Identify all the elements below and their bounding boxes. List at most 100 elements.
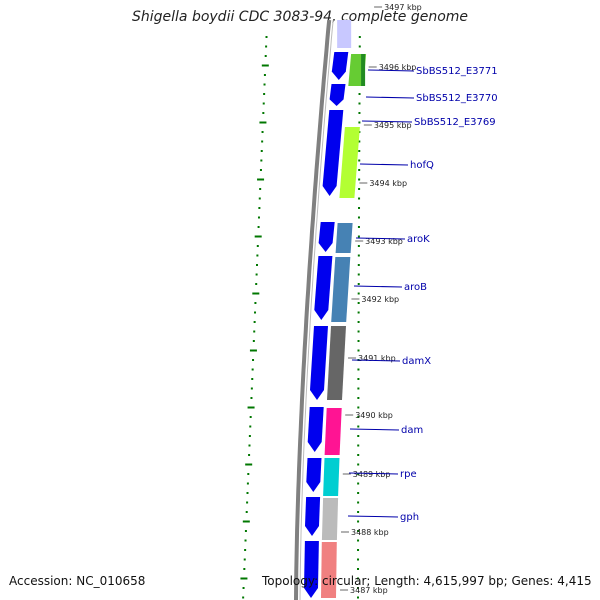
gc-skew-dots-inner [357, 226, 360, 228]
topology-text: Topology: circular; Length: 4,615,997 bp… [262, 574, 592, 588]
gc-skew-dots-outer [252, 340, 255, 342]
gc-skew-dots-inner [358, 36, 361, 38]
gc-skew-dots-outer [240, 577, 248, 580]
gene-label-leader [359, 163, 409, 166]
gc-skew-dots-inner [357, 321, 360, 323]
gc-skew-dots-outer [242, 587, 245, 589]
backbone-inner-arc [299, 19, 334, 600]
gene-label-gph[interactable]: gph [400, 512, 419, 523]
gc-skew-dots-inner [357, 511, 360, 513]
gc-skew-dots-outer [263, 93, 266, 95]
gene-block[interactable] [323, 458, 340, 496]
gc-skew-dots-inner [358, 159, 361, 162]
gc-skew-dots-outer [242, 520, 250, 523]
gc-skew-dots-outer [244, 549, 247, 551]
gc-skew-dots-outer [245, 511, 248, 513]
gc-skew-dots-outer [250, 397, 253, 399]
gc-skew-dots-inner [357, 454, 360, 456]
gc-skew-dots-outer [252, 292, 260, 295]
gc-skew-dots-inner [358, 45, 361, 48]
gc-skew-dots-inner [357, 406, 360, 409]
forward-gene-arrow[interactable] [305, 497, 321, 536]
tick-label: 3489 kbp [353, 470, 391, 479]
gc-skew-dots-inner [357, 397, 360, 399]
gc-skew-dots-outer [250, 387, 253, 390]
gc-skew-dots-inner [357, 587, 360, 589]
tick-label: 3497 kbp [384, 3, 422, 12]
gene-block[interactable] [331, 257, 351, 322]
gene-block[interactable] [321, 498, 339, 540]
gc-skew-dots-inner [358, 178, 361, 181]
gc-skew-dots-outer [246, 482, 249, 485]
gene-label-hofQ[interactable]: hofQ [410, 160, 434, 171]
forward-gene-arrow[interactable] [306, 458, 322, 492]
tick-label: 3495 kbp [374, 121, 412, 130]
gene-label-SbBS512_E3770[interactable]: SbBS512_E3770 [416, 93, 498, 104]
gc-skew-dots-outer [257, 226, 260, 228]
gc-skew-dots-outer [257, 178, 265, 181]
gc-skew-dots-inner [357, 216, 360, 219]
gc-skew-dots-outer [253, 321, 256, 323]
gene-label-aroB[interactable]: aroB [404, 282, 427, 293]
gc-skew-dots-inner [357, 568, 360, 570]
gc-skew-dots-inner [357, 292, 360, 295]
gc-skew-dots-inner [357, 473, 360, 475]
gc-skew-dots-outer [243, 568, 246, 570]
forward-gene-arrow[interactable] [310, 326, 328, 400]
forward-gene-arrow[interactable] [314, 256, 333, 320]
gc-skew-dots-inner [358, 169, 361, 171]
gc-skew-dots-outer [261, 140, 264, 143]
tick-label: 3491 kbp [358, 354, 396, 363]
forward-gene-arrow[interactable] [322, 110, 344, 196]
gene-block-stripe [361, 54, 366, 86]
gc-skew-dots-outer [258, 207, 261, 209]
gene-label-SbBS512_E3771[interactable]: SbBS512_E3771 [416, 66, 498, 77]
gc-skew-dots-inner [358, 197, 361, 200]
gc-skew-dots-inner [357, 482, 360, 485]
map-title: Shigella boydii CDC 3083-94, complete ge… [131, 9, 469, 25]
forward-gene-arrow[interactable] [331, 52, 349, 80]
gc-skew-dots-outer [255, 273, 258, 276]
gene-label-aroK[interactable]: aroK [407, 234, 430, 245]
gc-skew-dots-outer [248, 435, 251, 437]
gc-skew-dots-inner [358, 150, 361, 152]
gene-label-leader [348, 472, 399, 475]
gene-label-dam[interactable]: dam [401, 425, 423, 436]
gc-skew-dots-outer [249, 349, 257, 352]
gc-skew-dots-inner [358, 188, 361, 190]
gc-skew-dots-outer [247, 406, 255, 409]
gc-skew-dots-inner [357, 444, 360, 447]
gene-label-rpe[interactable]: rpe [400, 469, 417, 480]
gene-label-leader [361, 120, 413, 123]
gc-skew-dots-inner [358, 93, 361, 95]
gc-skew-dots-outer [246, 501, 249, 504]
gc-skew-dots-inner [357, 245, 360, 247]
gene-block[interactable] [327, 326, 346, 400]
gc-skew-dots-outer [260, 150, 263, 152]
gene-label-leader [367, 69, 415, 72]
forward-gene-arrow[interactable] [307, 407, 324, 452]
gene-block[interactable] [324, 408, 342, 455]
gene-block[interactable] [339, 127, 360, 198]
forward-gene-arrow[interactable] [337, 20, 352, 48]
gene-block[interactable] [335, 223, 353, 253]
gc-skew-dots-outer [265, 45, 268, 48]
gc-skew-dots-outer [256, 264, 258, 266]
forward-gene-arrow[interactable] [318, 222, 335, 252]
gene-label-leader [353, 285, 403, 288]
gc-skew-dots-inner [357, 549, 360, 551]
gc-skew-dots-inner [357, 302, 360, 304]
gc-skew-dots-inner [357, 273, 360, 276]
gc-skew-dots-outer [259, 188, 262, 190]
gc-skew-dots-inner [357, 387, 360, 390]
gene-block[interactable] [321, 542, 337, 598]
gc-skew-dots-outer [256, 245, 259, 247]
gene-label-damX[interactable]: damX [402, 356, 431, 367]
gc-skew-dots-outer [242, 596, 245, 599]
forward-gene-arrow[interactable] [329, 84, 346, 106]
gc-skew-dots-inner [357, 378, 360, 380]
forward-gene-arrow[interactable] [304, 541, 319, 598]
gc-skew-dots-inner [357, 368, 360, 371]
gene-label-SbBS512_E3769[interactable]: SbBS512_E3769 [414, 117, 496, 128]
